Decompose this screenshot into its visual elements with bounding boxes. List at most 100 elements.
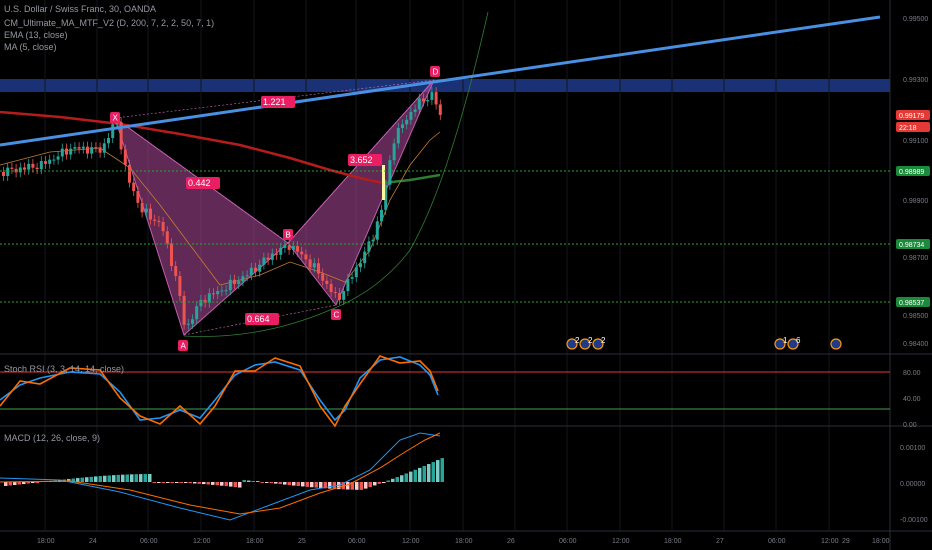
macd-bar[interactable] bbox=[134, 474, 139, 482]
macd-bar[interactable] bbox=[323, 482, 328, 489]
legend-ma[interactable]: MA (5, close) bbox=[4, 42, 57, 52]
candle-body[interactable] bbox=[317, 263, 320, 274]
candle-body[interactable] bbox=[333, 292, 337, 294]
candle-body[interactable] bbox=[186, 323, 190, 325]
macd-bar[interactable] bbox=[413, 469, 418, 482]
candle-body[interactable] bbox=[123, 149, 127, 165]
macd-bar[interactable] bbox=[422, 465, 427, 482]
macd-bar[interactable] bbox=[292, 482, 296, 486]
candle-body[interactable] bbox=[258, 264, 262, 272]
candle-body[interactable] bbox=[182, 295, 186, 325]
macd-bar[interactable] bbox=[355, 482, 359, 490]
candle-body[interactable] bbox=[371, 239, 375, 242]
macd-bar[interactable] bbox=[373, 482, 377, 486]
candle-body[interactable] bbox=[119, 122, 123, 150]
candle-body[interactable] bbox=[254, 267, 257, 272]
candle-body[interactable] bbox=[31, 163, 35, 168]
candle-body[interactable] bbox=[249, 267, 253, 276]
macd-bar[interactable] bbox=[386, 480, 391, 482]
macd-bar[interactable] bbox=[35, 482, 40, 483]
candles[interactable] bbox=[2, 87, 442, 330]
candle-body[interactable] bbox=[262, 257, 266, 265]
candle-body[interactable] bbox=[44, 161, 47, 164]
macd-bar[interactable] bbox=[332, 482, 337, 489]
candle-body[interactable] bbox=[73, 147, 77, 149]
macd-bar[interactable] bbox=[220, 482, 224, 486]
macd-bar[interactable] bbox=[188, 482, 193, 484]
macd-bar[interactable] bbox=[215, 482, 220, 486]
macd-bar[interactable] bbox=[238, 482, 242, 488]
macd-bar[interactable] bbox=[400, 475, 404, 482]
candle-body[interactable] bbox=[48, 159, 52, 164]
macd-title[interactable]: MACD (12, 26, close, 9) bbox=[4, 433, 101, 443]
candle-body[interactable] bbox=[102, 143, 106, 153]
candle-body[interactable] bbox=[115, 122, 119, 125]
candle-body[interactable] bbox=[140, 202, 144, 213]
highlighted-candle[interactable] bbox=[382, 165, 385, 200]
macd-bar[interactable] bbox=[247, 480, 251, 482]
macd-bar[interactable] bbox=[377, 482, 382, 484]
macd-bar[interactable] bbox=[296, 482, 301, 486]
candle-body[interactable] bbox=[304, 254, 308, 260]
candle-body[interactable] bbox=[6, 167, 10, 177]
candle-body[interactable] bbox=[380, 209, 383, 222]
ma200-green-segment[interactable] bbox=[382, 173, 441, 185]
candle-body[interactable] bbox=[396, 127, 400, 144]
macd-bar[interactable] bbox=[157, 482, 161, 483]
candle-body[interactable] bbox=[296, 246, 299, 252]
macd-bar[interactable] bbox=[305, 482, 310, 487]
candle-body[interactable] bbox=[413, 109, 417, 112]
legend-ema[interactable]: EMA (13, close) bbox=[4, 30, 68, 40]
candle-body[interactable] bbox=[359, 263, 362, 268]
candle-body[interactable] bbox=[329, 283, 333, 293]
candle-body[interactable] bbox=[178, 276, 182, 296]
candle-body[interactable] bbox=[195, 306, 199, 320]
candle-body[interactable] bbox=[367, 241, 371, 252]
candle-body[interactable] bbox=[212, 293, 215, 295]
candle-body[interactable] bbox=[270, 253, 274, 260]
event-marker[interactable] bbox=[830, 338, 842, 350]
candle-body[interactable] bbox=[275, 253, 278, 255]
macd-bar[interactable] bbox=[85, 477, 89, 482]
candle-body[interactable] bbox=[350, 277, 354, 279]
macd-line[interactable] bbox=[0, 432, 441, 521]
macd-bar[interactable] bbox=[319, 482, 323, 488]
candle-body[interactable] bbox=[153, 219, 157, 221]
macd-bar[interactable] bbox=[431, 462, 436, 482]
macd-bar[interactable] bbox=[278, 482, 283, 485]
candle-body[interactable] bbox=[237, 281, 241, 284]
macd-bar[interactable] bbox=[211, 482, 215, 485]
macd-bar[interactable] bbox=[359, 482, 364, 490]
price-axis[interactable]: 0.99500 0.99300 0.99100 0.98900 0.98700 0.985… bbox=[903, 16, 928, 348]
candle-body[interactable] bbox=[409, 111, 413, 120]
macd-bar[interactable] bbox=[22, 482, 26, 485]
candle-body[interactable] bbox=[384, 184, 388, 210]
macd-bar[interactable] bbox=[94, 476, 98, 482]
candle-body[interactable] bbox=[149, 208, 152, 220]
candle-body[interactable] bbox=[2, 172, 5, 177]
macd-bar[interactable] bbox=[143, 474, 148, 482]
macd-bar[interactable] bbox=[368, 482, 373, 488]
macd-bar[interactable] bbox=[418, 467, 422, 482]
candle-body[interactable] bbox=[18, 167, 22, 173]
macd-bar[interactable] bbox=[170, 482, 175, 483]
macd-bar[interactable] bbox=[350, 482, 355, 490]
candle-body[interactable] bbox=[216, 291, 220, 295]
macd-bar[interactable] bbox=[224, 482, 229, 487]
candle-body[interactable] bbox=[94, 147, 98, 149]
candle-body[interactable] bbox=[81, 146, 85, 149]
arc-curve[interactable] bbox=[183, 11, 489, 337]
macd-bar[interactable] bbox=[436, 460, 440, 482]
macd-bar[interactable] bbox=[229, 482, 233, 487]
macd-bar[interactable] bbox=[139, 474, 143, 482]
candle-body[interactable] bbox=[220, 290, 224, 292]
candle-body[interactable] bbox=[27, 163, 31, 170]
macd-bar[interactable] bbox=[265, 482, 269, 483]
macd-bar[interactable] bbox=[13, 482, 17, 486]
macd-bar[interactable] bbox=[256, 481, 260, 482]
macd-bar[interactable] bbox=[391, 478, 395, 482]
macd-bar[interactable] bbox=[346, 482, 350, 490]
candle-body[interactable] bbox=[321, 273, 325, 281]
candle-body[interactable] bbox=[308, 259, 312, 268]
